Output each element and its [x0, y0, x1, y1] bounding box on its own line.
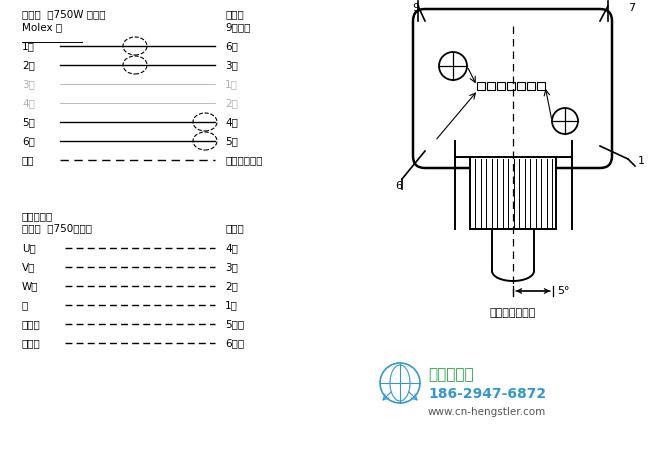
Text: 1绿: 1绿	[225, 300, 238, 310]
Text: 1白: 1白	[22, 41, 35, 51]
Text: 外壳（屏蔽）: 外壳（屏蔽）	[225, 155, 263, 165]
Bar	[497, 82, 505, 90]
Text: 电机动力线: 电机动力线	[22, 211, 53, 221]
Text: www.cn-hengstler.com: www.cn-hengstler.com	[428, 407, 546, 417]
Text: 6紫: 6紫	[22, 136, 35, 146]
Bar	[470, 157, 556, 229]
Text: 1红: 1红	[225, 79, 238, 89]
Bar	[477, 82, 485, 90]
Text: 外壳: 外壳	[22, 155, 34, 165]
Bar	[537, 82, 545, 90]
Text: 4黄: 4黄	[22, 98, 35, 108]
Bar	[507, 82, 515, 90]
Text: 3白: 3白	[225, 262, 238, 272]
Text: 1: 1	[638, 156, 645, 166]
Text: W黑: W黑	[22, 281, 38, 291]
Text: 2黑: 2黑	[22, 60, 35, 70]
Text: 9: 9	[412, 3, 419, 13]
Text: 西安德伍拓: 西安德伍拓	[428, 367, 474, 382]
Text: 5紫: 5紫	[225, 136, 238, 146]
FancyBboxPatch shape	[413, 9, 612, 168]
Text: 6: 6	[395, 181, 402, 191]
Text: U红: U红	[22, 243, 36, 253]
Text: 9针插头: 9针插头	[225, 22, 250, 32]
Text: 4蓝: 4蓝	[225, 117, 238, 127]
Text: Molex 母: Molex 母	[22, 22, 62, 32]
Text: 5蓝: 5蓝	[22, 117, 35, 127]
Text: 6制动: 6制动	[225, 338, 244, 348]
Text: 186-2947-6872: 186-2947-6872	[428, 387, 546, 401]
Text: 6白: 6白	[225, 41, 238, 51]
Text: V白: V白	[22, 262, 35, 272]
Text: 5制动: 5制动	[225, 319, 244, 329]
Bar	[517, 82, 525, 90]
Text: 驱动侧  （750W 以下）: 驱动侧 （750W 以下）	[22, 9, 105, 19]
Text: 电机侧: 电机侧	[225, 9, 244, 19]
Text: 驱动侧  （750以下）: 驱动侧 （750以下）	[22, 223, 92, 233]
Text: 蓝制动: 蓝制动	[22, 319, 41, 329]
Text: 4红: 4红	[225, 243, 238, 253]
Text: 3黑: 3黑	[225, 60, 238, 70]
Bar	[487, 82, 495, 90]
Text: 电机侧: 电机侧	[225, 223, 244, 233]
Text: 绿制动: 绿制动	[22, 338, 41, 348]
Text: 2黄: 2黄	[225, 98, 238, 108]
Text: 7: 7	[628, 3, 635, 13]
Text: 2黑: 2黑	[225, 281, 238, 291]
Text: 3红: 3红	[22, 79, 35, 89]
Bar	[527, 82, 535, 90]
Text: 编码器接头标识: 编码器接头标识	[490, 308, 536, 318]
Text: 5°: 5°	[557, 286, 569, 296]
Text: 地: 地	[22, 300, 28, 310]
